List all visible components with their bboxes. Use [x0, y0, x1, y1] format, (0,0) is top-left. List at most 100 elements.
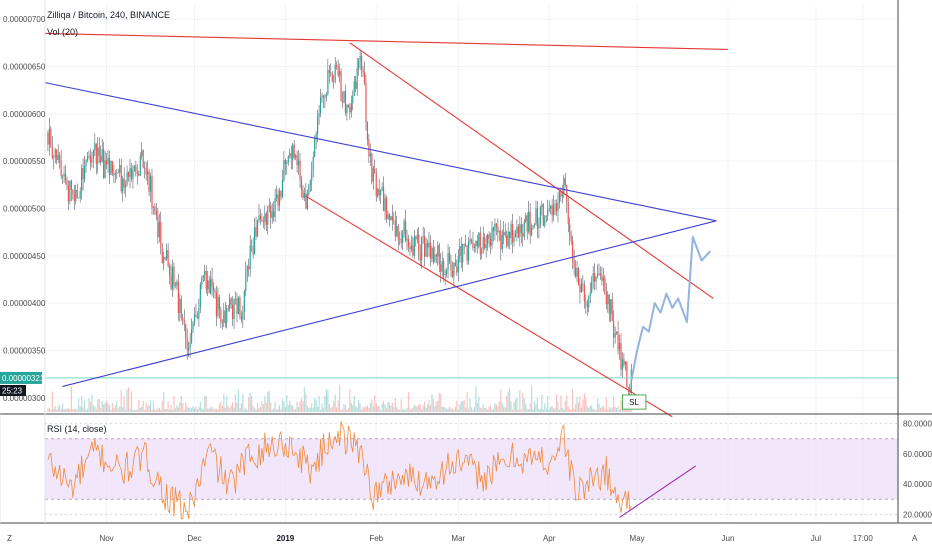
candle-body: [377, 188, 379, 197]
volume-indicator-label[interactable]: Vol (20): [47, 27, 78, 37]
candle-body: [487, 234, 489, 245]
volume-bar: [205, 396, 207, 412]
volume-bar: [322, 408, 325, 412]
candle-body: [601, 275, 603, 281]
volume-bar: [268, 390, 270, 412]
volume-bar: [614, 406, 616, 412]
candle-body: [145, 167, 147, 175]
corner-right-label[interactable]: A: [912, 534, 918, 543]
corner-left-label[interactable]: Z: [7, 534, 12, 543]
candle: [81, 164, 83, 200]
volume-bar: [67, 408, 70, 412]
candle-body: [111, 161, 114, 174]
candle-body: [583, 284, 585, 302]
candle: [237, 296, 240, 315]
candle: [384, 193, 386, 221]
candle: [256, 219, 259, 238]
candle-body: [418, 234, 420, 253]
stop-loss-annotation[interactable]: SL: [621, 394, 647, 410]
candle-body: [561, 194, 563, 197]
time-axis[interactable]: Nov Dec 2019 Feb Mar Apr May Jun Jul 17:00: [99, 534, 873, 543]
candle-body: [437, 245, 439, 257]
volume-bar: [207, 408, 209, 412]
volume-bar: [305, 393, 307, 412]
volume-bar: [385, 408, 388, 412]
volume-bar: [381, 403, 383, 412]
candle: [382, 176, 385, 212]
price-axis[interactable]: 0.00000700 0.00000650 0.00000600 0.00000550…: [3, 15, 46, 403]
candle: [456, 259, 458, 276]
candle: [429, 235, 432, 267]
volume-bar: [617, 405, 619, 412]
candle: [251, 239, 253, 253]
volume-bar: [566, 395, 568, 412]
volume-bar: [623, 408, 625, 412]
candle: [451, 261, 454, 279]
candle-body: [218, 296, 221, 310]
rsi-tick-label: 60.0000: [903, 450, 932, 459]
candle: [465, 234, 467, 248]
volume-bar: [465, 407, 467, 412]
candle-body: [89, 155, 92, 163]
candle: [160, 211, 162, 255]
candle: [252, 237, 254, 259]
rsi-indicator-label[interactable]: RSI (14, close): [47, 424, 107, 434]
candle-body: [271, 211, 273, 218]
volume-bar: [551, 406, 553, 412]
volume-bar: [372, 406, 374, 412]
candle-body: [544, 215, 546, 226]
volume-bar: [92, 405, 94, 412]
candle-body: [382, 187, 385, 211]
candle: [168, 262, 171, 285]
stop-loss-box[interactable]: [621, 394, 647, 410]
volume-bar: [570, 409, 572, 412]
candle-body: [204, 270, 206, 276]
candle-body: [214, 290, 216, 293]
volume-bar: [158, 408, 160, 412]
rsi-axis[interactable]: 80.0000 60.0000 40.0000 20.0000: [903, 420, 932, 520]
candle-body: [400, 238, 402, 244]
candle: [333, 74, 335, 89]
candle-body: [359, 56, 361, 61]
price-tick-label: 0.00000550: [3, 157, 46, 166]
candle-body: [123, 178, 125, 188]
drawings: [44, 32, 898, 418]
candle-body: [161, 247, 163, 263]
candle-body: [255, 227, 257, 237]
candle-body: [171, 266, 174, 289]
volume-bar: [599, 407, 602, 412]
candle: [195, 303, 197, 318]
candle-body: [399, 238, 401, 240]
volume-bar: [577, 402, 580, 412]
volume-bar: [75, 408, 77, 412]
candle: [539, 205, 541, 229]
candle: [473, 243, 476, 253]
volume-bar: [233, 407, 235, 412]
candle-body: [492, 227, 495, 232]
candle-body: [185, 323, 187, 339]
volume-bar: [208, 408, 210, 412]
volume-bar: [485, 407, 487, 412]
volume-bar: [274, 402, 276, 412]
candle-body: [506, 235, 508, 246]
volume-bar: [220, 401, 222, 412]
volume-bar: [391, 402, 393, 412]
volume-bar: [111, 402, 114, 412]
candle: [82, 158, 84, 191]
volume-bar: [192, 406, 194, 412]
candle-body: [371, 153, 373, 182]
candle-body: [491, 227, 493, 246]
candle-body: [507, 231, 509, 246]
candle: [289, 148, 291, 159]
candle-body: [425, 243, 427, 257]
candle: [173, 262, 175, 291]
volume-bar: [132, 409, 134, 412]
time-tick-label: 2019: [276, 534, 294, 543]
candle-body: [193, 314, 196, 323]
volume-bar: [629, 409, 631, 412]
candle-body: [366, 121, 369, 140]
volume-bar: [53, 408, 55, 412]
volume-bar: [104, 402, 106, 412]
candle: [308, 184, 310, 197]
